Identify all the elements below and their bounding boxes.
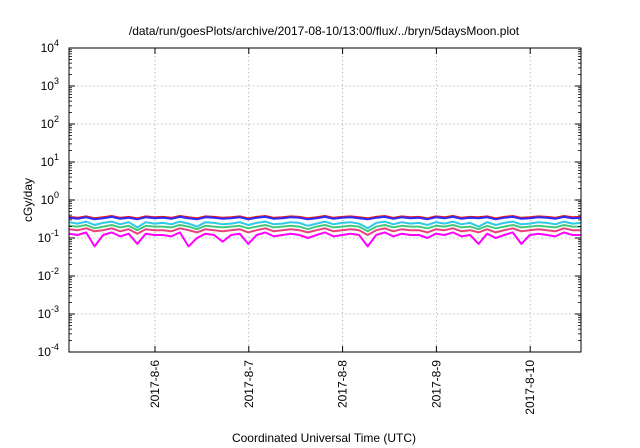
series-4-line xyxy=(68,224,581,233)
x-tick-label: 2017-8-6 xyxy=(148,360,162,408)
x-tick-labels: 2017-8-6 2017-8-7 2017-8-8 2017-8-9 2017-8-1… xyxy=(148,360,537,415)
y-axis-label: cGy/day xyxy=(21,178,35,222)
y-tick-label: 104 xyxy=(41,38,59,55)
y-tick-label: 10-2 xyxy=(38,266,59,283)
y-tick-label: 101 xyxy=(41,152,59,169)
chart-title: /data/run/goesPlots/archive/2017-08-10/1… xyxy=(129,24,520,38)
series-6-line xyxy=(68,231,581,248)
y-tick-label: 10-3 xyxy=(38,304,59,321)
y-tick-label: 10-1 xyxy=(38,228,59,245)
grid xyxy=(69,48,581,352)
y-tick-label: 10-4 xyxy=(38,342,59,359)
x-tick-label: 2017-8-8 xyxy=(336,360,350,408)
x-tick-label: 2017-8-9 xyxy=(429,360,443,408)
series-layer xyxy=(68,215,582,248)
y-tick-label: 103 xyxy=(41,76,59,93)
x-tick-label: 2017-8-7 xyxy=(242,360,256,408)
series-5-line xyxy=(68,227,581,236)
y-tick-labels: 10-4 10-3 10-2 10-1 100 101 102 103 104 xyxy=(38,38,59,359)
series-3-line xyxy=(68,220,582,230)
series-2-line xyxy=(68,215,582,221)
x-tick-label: 2017-8-10 xyxy=(523,360,537,415)
y-tick-label: 102 xyxy=(41,114,59,131)
ticks xyxy=(69,47,581,353)
y-tick-label: 100 xyxy=(41,190,59,207)
x-axis-label: Coordinated Universal Time (UTC) xyxy=(232,431,416,445)
